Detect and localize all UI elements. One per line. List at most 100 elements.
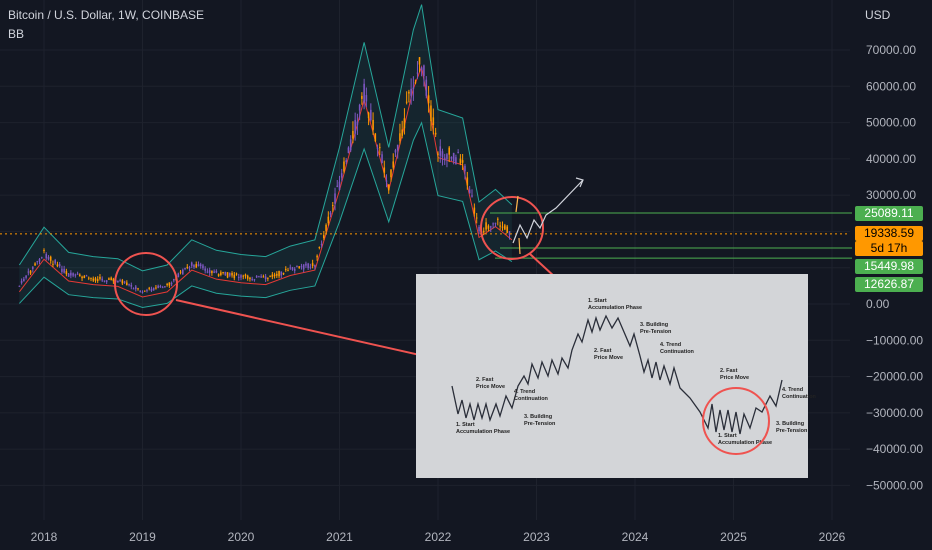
- candle-body: [260, 276, 262, 278]
- candle-body: [345, 160, 348, 163]
- candle-body: [291, 267, 294, 270]
- pattern-label: Continuation: [660, 349, 695, 355]
- candle-body: [278, 270, 280, 277]
- y-tick-label: −50000.00: [866, 478, 923, 492]
- x-tick-label: 2021: [326, 530, 353, 544]
- candle-body: [412, 87, 415, 90]
- candle-body: [208, 270, 211, 273]
- candle-body: [18, 285, 21, 287]
- band-fill: [19, 4, 512, 308]
- candle-body: [401, 129, 403, 136]
- candle-body: [349, 139, 352, 151]
- candle-body: [157, 285, 159, 288]
- price-tag-lower: 12626.87: [855, 277, 923, 292]
- pattern-label: 1. Start: [588, 298, 607, 304]
- candle-body: [358, 104, 361, 111]
- candle-body: [143, 290, 146, 292]
- candle-body: [381, 154, 383, 164]
- candle-body: [365, 95, 368, 102]
- candle-body: [494, 222, 497, 224]
- candle-body: [430, 105, 432, 122]
- x-tick-label: 2018: [31, 530, 58, 544]
- candle-body: [181, 269, 184, 275]
- candle-body: [40, 257, 43, 259]
- candle-body: [271, 274, 274, 277]
- candle-body: [186, 266, 189, 268]
- symbol-title[interactable]: Bitcoin / U.S. Dollar, 1W, COINBASE: [8, 8, 205, 22]
- candle-body: [287, 270, 289, 272]
- price-tag-mid: 15449.98: [855, 259, 923, 274]
- candle-body: [305, 263, 307, 266]
- candle-body: [27, 271, 30, 273]
- candle-body: [184, 268, 186, 270]
- candle-body: [410, 88, 412, 96]
- pattern-label: 2. Fast: [594, 348, 612, 354]
- candle-body: [487, 225, 490, 229]
- candle-body: [457, 151, 459, 153]
- candle-body: [190, 262, 193, 266]
- pattern-label: 1. Start: [456, 422, 475, 428]
- candle-body: [130, 284, 133, 287]
- candle-body: [284, 269, 287, 271]
- candle-body: [298, 266, 301, 269]
- candle-body: [237, 276, 240, 278]
- candle-body: [251, 278, 253, 280]
- candle-body: [255, 276, 258, 278]
- candle-body: [96, 279, 99, 282]
- candle-body: [399, 133, 401, 141]
- candle-body: [336, 185, 339, 188]
- candle-body: [466, 177, 469, 186]
- indicator-label[interactable]: BB: [8, 27, 25, 41]
- candle-body: [49, 256, 52, 261]
- y-tick-label: 0.00: [866, 297, 890, 311]
- candle-body: [269, 275, 271, 277]
- candle-body: [32, 266, 34, 270]
- candle-body: [34, 263, 36, 266]
- candle-body: [117, 280, 119, 283]
- candle-body: [246, 275, 249, 279]
- band-basis: [18, 65, 513, 298]
- candle-body: [253, 279, 256, 281]
- candle-body: [217, 274, 220, 277]
- candle-body: [309, 266, 312, 268]
- candle-body: [367, 112, 370, 119]
- candle-body: [229, 273, 231, 276]
- candle-body: [499, 225, 501, 227]
- candle-body: [485, 222, 487, 230]
- pattern-label: 4. Trend: [514, 389, 535, 395]
- y-tick-label: −30000.00: [866, 406, 923, 420]
- candle-body: [323, 235, 325, 239]
- candle-body: [137, 288, 139, 290]
- candle-body: [249, 277, 251, 280]
- currency-label: USD: [865, 8, 891, 22]
- candle-body: [159, 286, 162, 288]
- candle-body: [188, 267, 191, 269]
- y-tick-label: 30000.00: [866, 188, 916, 202]
- projection-arrowhead: [575, 177, 584, 188]
- candle-body: [81, 276, 83, 279]
- candle-body: [38, 258, 41, 262]
- candle-body: [235, 273, 238, 275]
- candle-body: [148, 287, 151, 289]
- candle-body: [316, 255, 318, 258]
- candle-body: [363, 83, 365, 103]
- candle-body: [446, 154, 448, 160]
- candle-body: [179, 271, 182, 273]
- x-tick-label: 2025: [720, 530, 747, 544]
- candle-body: [473, 207, 476, 214]
- candle-body: [168, 282, 171, 286]
- bollinger-bands: [18, 4, 513, 309]
- candle-body: [461, 160, 464, 163]
- candle-body: [378, 147, 381, 149]
- candle-body: [396, 144, 399, 151]
- candle-body: [105, 280, 108, 283]
- candle-body: [204, 268, 206, 271]
- candle-body: [343, 161, 345, 172]
- candle-body: [300, 266, 303, 268]
- candle-body: [504, 225, 506, 230]
- price-tag-current: 19338.59: [855, 226, 923, 241]
- candle-body: [392, 161, 395, 168]
- candle-body: [370, 109, 372, 121]
- candle-body: [423, 65, 425, 76]
- pattern-card: [416, 274, 808, 478]
